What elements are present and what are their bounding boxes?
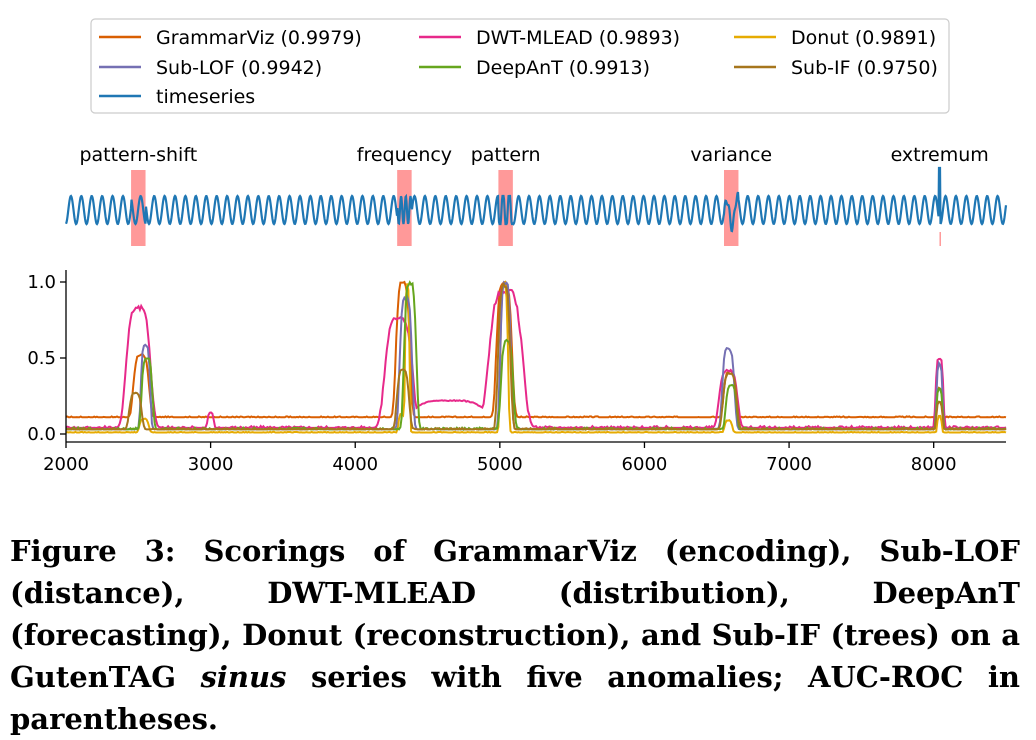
series-line-sublof (65, 280, 1007, 431)
legend-label-sublof: Sub-LOF (0.9942) (156, 57, 322, 79)
legend-label-grammarviz: GrammarViz (0.9979) (156, 27, 362, 49)
x-tick-label: 3000 (188, 454, 234, 475)
legend-frame (90, 18, 950, 114)
y-tick-label: 0.0 (27, 424, 56, 445)
x-tick-label: 5000 (477, 454, 523, 475)
series-line-subif (66, 281, 1007, 431)
anomaly-label-pattern: pattern (471, 144, 541, 166)
figure-chart: GrammarViz (0.9979) DWT-MLEAD (0.9893) Don… (27, 18, 1008, 475)
series-line-donut (65, 280, 1007, 434)
x-tick-label: 7000 (766, 454, 812, 475)
anomaly-span-extremum (939, 232, 941, 246)
x-tick-label: 4000 (332, 454, 378, 475)
anomaly-label-pattern-shift: pattern-shift (79, 144, 197, 166)
legend: GrammarViz (0.9979) DWT-MLEAD (0.9893) Don… (90, 18, 950, 114)
x-tick-label: 6000 (622, 454, 668, 475)
legend-label-subif: Sub-IF (0.9750) (791, 57, 938, 79)
score-panel: 0.0 0.5 1.0 2000 3000 4000 5000 6000 7000 8000 (27, 270, 1007, 475)
legend-label-donut: Donut (0.9891) (791, 27, 936, 49)
anomaly-span-pattern (498, 170, 513, 246)
x-tick-label: 2000 (43, 454, 89, 475)
y-tick-label: 0.5 (27, 348, 56, 369)
series-line-dwtmlead (65, 287, 1007, 430)
anomaly-label-extremum: extremum (891, 144, 989, 166)
legend-label-deepant: DeepAnT (0.9913) (476, 57, 650, 79)
y-tick-label: 1.0 (27, 272, 56, 293)
x-tick-label: 8000 (911, 454, 957, 475)
anomaly-label-frequency: frequency (357, 144, 452, 166)
anomaly-span-variance (724, 170, 739, 246)
anomaly-label-variance: variance (690, 144, 772, 166)
caption-text: Figure 3: Scorings of GrammarViz (encodi… (10, 534, 1020, 694)
legend-label-timeseries: timeseries (156, 86, 255, 108)
figure-caption: Figure 3: Scorings of GrammarViz (encodi… (10, 530, 1020, 740)
series-line-grammarviz (65, 280, 1007, 419)
timeseries-panel: pattern-shift frequency pattern variance ext… (64, 144, 1008, 246)
caption-italic-word: sinus (200, 660, 287, 694)
legend-label-dwtmlead: DWT-MLEAD (0.9893) (476, 27, 680, 49)
caption-text-end: series with five anomalies; AUC-ROC in p… (10, 660, 1020, 736)
series-line-deepant (65, 280, 1007, 431)
timeseries-line (64, 166, 1008, 233)
